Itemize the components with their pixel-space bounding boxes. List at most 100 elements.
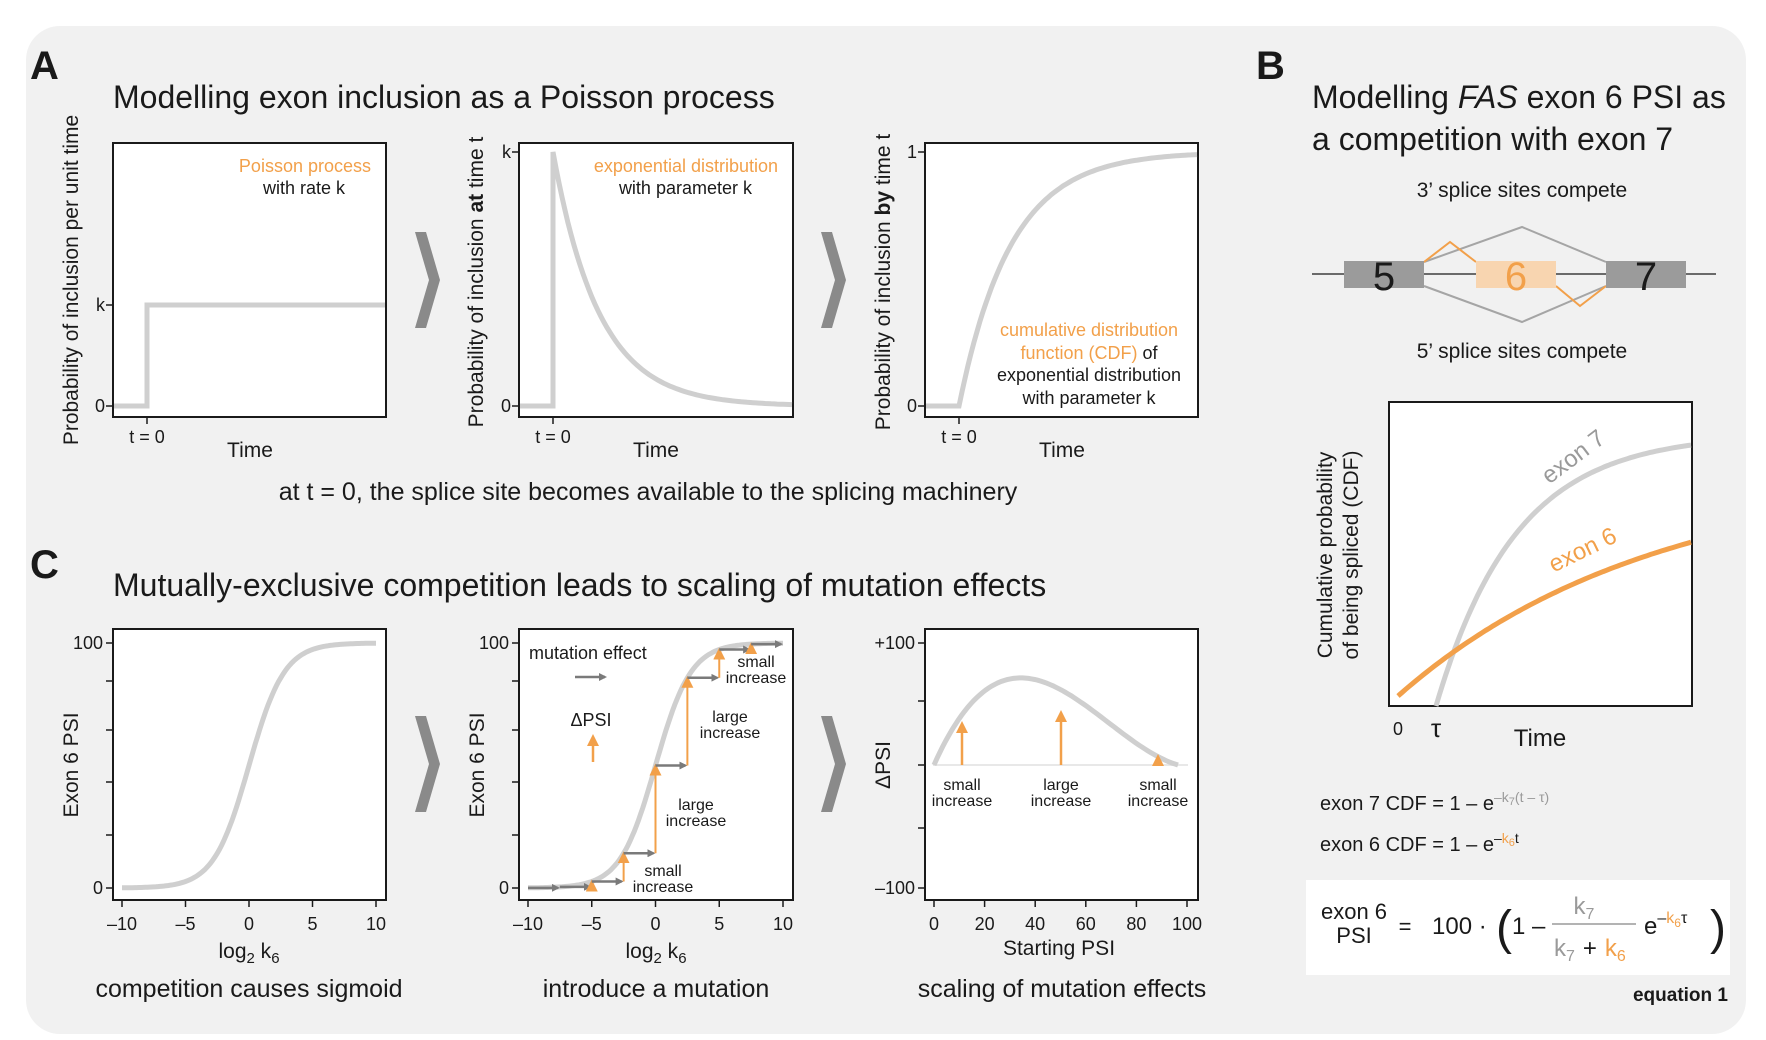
x-tick-label: 60 bbox=[1076, 914, 1096, 934]
chevron-right-icon bbox=[821, 716, 846, 812]
x-tick-label: 5 bbox=[714, 914, 724, 934]
eq-paren-open: ( bbox=[1496, 902, 1512, 955]
exon-5-label: 5 bbox=[1373, 255, 1395, 299]
plot-c2-small-bot-2: increase bbox=[633, 879, 694, 896]
plot-c1-xlabel-sub2: 6 bbox=[271, 950, 279, 967]
x-tick-label: 20 bbox=[975, 914, 995, 934]
plot-c2-large-2b: increase bbox=[666, 813, 727, 830]
plot-c1-xlabel-pre: log bbox=[218, 940, 246, 963]
plot-b-exon7-curve bbox=[1433, 442, 1692, 707]
x-tick-label: –10 bbox=[107, 914, 137, 934]
plot-c1-ylabel: Exon 6 PSI bbox=[60, 712, 83, 817]
eq-exp-minus: – bbox=[1657, 910, 1666, 927]
legend-mutation-effect: mutation effect bbox=[529, 643, 647, 663]
plot-c1-xlabel-sub: 2 bbox=[247, 950, 255, 967]
x-tick-label: 0 bbox=[244, 914, 254, 934]
x-tick-label: –5 bbox=[582, 914, 602, 934]
x-tick-label: 10 bbox=[773, 914, 793, 934]
plot-c2-small-top-2: increase bbox=[726, 670, 787, 687]
eq-den-plus: + bbox=[1583, 935, 1597, 962]
plot-c3-caption: scaling of mutation effects bbox=[918, 975, 1207, 1003]
equation-1: exon 6 PSI = 100 · ( 1 – k7 k7 + k6 e–k6τ … bbox=[1306, 880, 1730, 1006]
plot-a3-ytick-0: 0 bbox=[907, 396, 917, 416]
plot-a3: Probability of inclusion by time t 1 0 t… bbox=[872, 134, 1199, 462]
plot-a1-note-black: with rate k bbox=[262, 178, 346, 198]
eq-exon7-cdf: exon 7 CDF = 1 – e–k7(t – τ) bbox=[1320, 789, 1549, 815]
plot-a2-ytick-0: 0 bbox=[501, 396, 511, 416]
eq7-sup-post: (t – τ) bbox=[1515, 789, 1549, 805]
x-tick-label: –5 bbox=[175, 914, 195, 934]
plot-b-exon6-curve bbox=[1396, 539, 1692, 698]
splicing-diagram: 5 6 7 bbox=[1312, 225, 1716, 324]
plot-a1-ytick-k: k bbox=[96, 295, 106, 315]
plot-c3-ann-2b: increase bbox=[1031, 793, 1092, 810]
plot-c3-dpsi-curve bbox=[931, 675, 1179, 768]
x-tick-label: 0 bbox=[929, 914, 939, 934]
eq6-sup-k: k bbox=[1502, 830, 1510, 846]
eq7-sub: 7 bbox=[1509, 796, 1515, 808]
plot-c3-ann-1b: increase bbox=[932, 793, 993, 810]
plot-c3-arrows bbox=[956, 710, 1164, 766]
chevron-right-icon bbox=[415, 232, 440, 328]
eq-lhs-2: PSI bbox=[1336, 923, 1371, 948]
eq-equals: = bbox=[1399, 914, 1412, 939]
plot-a3-ylabel: Probability of inclusion by time t bbox=[872, 134, 895, 431]
x-tick-label: 10 bbox=[366, 914, 386, 934]
plot-a3-note-orange-1: cumulative distribution bbox=[1000, 320, 1178, 340]
plot-a1-ylabel: Probability of inclusion per unit time bbox=[60, 115, 83, 445]
plot-a3-note-black-2: of bbox=[1138, 343, 1159, 363]
plot-c2-large-1b: increase bbox=[700, 725, 761, 742]
plot-a3-ylabel-pre: Probability of inclusion bbox=[872, 215, 895, 430]
panel-c-title: Mutually-exclusive competition leads to … bbox=[113, 567, 1046, 603]
plot-a2-ylabel-post: time t bbox=[465, 137, 488, 194]
plot-c2-xlabel: log2 k6 bbox=[625, 940, 686, 967]
exon-7-box bbox=[1606, 261, 1686, 288]
plot-c3-ann-2a: large bbox=[1043, 777, 1079, 794]
plot-c3-axes: 0 20 40 60 80 100 +100 –100 bbox=[874, 633, 1202, 934]
eq6-base: exon 6 CDF = 1 – e bbox=[1320, 834, 1494, 856]
x-tick-label: 100 bbox=[1172, 914, 1202, 934]
eq7-base: exon 7 CDF = 1 – e bbox=[1320, 793, 1494, 815]
plot-b: Cumulative probability of being spliced … bbox=[1314, 401, 1693, 752]
plot-c2-small-top-1: small bbox=[737, 654, 774, 671]
plot-a3-note-line-2: function (CDF) of bbox=[1020, 343, 1158, 363]
equation-label: equation 1 bbox=[1633, 985, 1728, 1006]
plot-c3-ann-1a: small bbox=[943, 777, 980, 794]
plot-a2-xtick: t = 0 bbox=[535, 427, 571, 447]
plot-a1-step-curve bbox=[114, 302, 385, 409]
exon-5-box bbox=[1344, 261, 1424, 288]
panel-b-title-italic: FAS bbox=[1458, 79, 1518, 115]
panel-a-label: A bbox=[30, 44, 59, 88]
y-tick-label: –100 bbox=[875, 878, 915, 898]
y-tick-label: 0 bbox=[499, 878, 509, 898]
plot-a2-frame bbox=[518, 142, 794, 418]
plot-a1-frame bbox=[112, 142, 387, 418]
plot-b-ylabel-2: of being spliced (CDF) bbox=[1340, 451, 1363, 660]
y-tick-label: 100 bbox=[479, 633, 509, 653]
plot-c1-sigmoid-curve bbox=[122, 640, 376, 891]
plot-a3-ytick-1: 1 bbox=[907, 142, 917, 162]
plot-a2-note-orange: exponential distribution bbox=[594, 156, 778, 176]
plot-c1-xlabel-post: k bbox=[255, 940, 272, 963]
plot-c2-ylabel: Exon 6 PSI bbox=[466, 712, 489, 817]
plot-a1-xlabel: Time bbox=[227, 439, 273, 462]
plot-c2-xlabel-sub: 2 bbox=[654, 950, 662, 967]
plot-c3-ann-3a: small bbox=[1139, 777, 1176, 794]
exon-7-label: 7 bbox=[1635, 255, 1657, 299]
x-tick-label: –10 bbox=[513, 914, 543, 934]
plot-b-ylabel-1: Cumulative probability bbox=[1314, 451, 1337, 658]
plot-a2-ylabel-pre: Probability of inclusion bbox=[465, 213, 488, 428]
x-tick-label: 0 bbox=[650, 914, 660, 934]
eq-denominator: k7 + k6 bbox=[1554, 935, 1626, 965]
plot-a2: Probability of inclusion at time t k 0 t… bbox=[465, 137, 794, 462]
plot-c2-large-2a: large bbox=[678, 797, 714, 814]
y-tick-label: 100 bbox=[73, 633, 103, 653]
plot-a1-note-orange: Poisson process bbox=[239, 156, 371, 176]
plot-a3-xlabel: Time bbox=[1039, 439, 1085, 462]
eq-den-sub7: 7 bbox=[1566, 948, 1575, 965]
plot-a3-ylabel-bold: by bbox=[872, 191, 895, 216]
x-tick-label: 5 bbox=[307, 914, 317, 934]
